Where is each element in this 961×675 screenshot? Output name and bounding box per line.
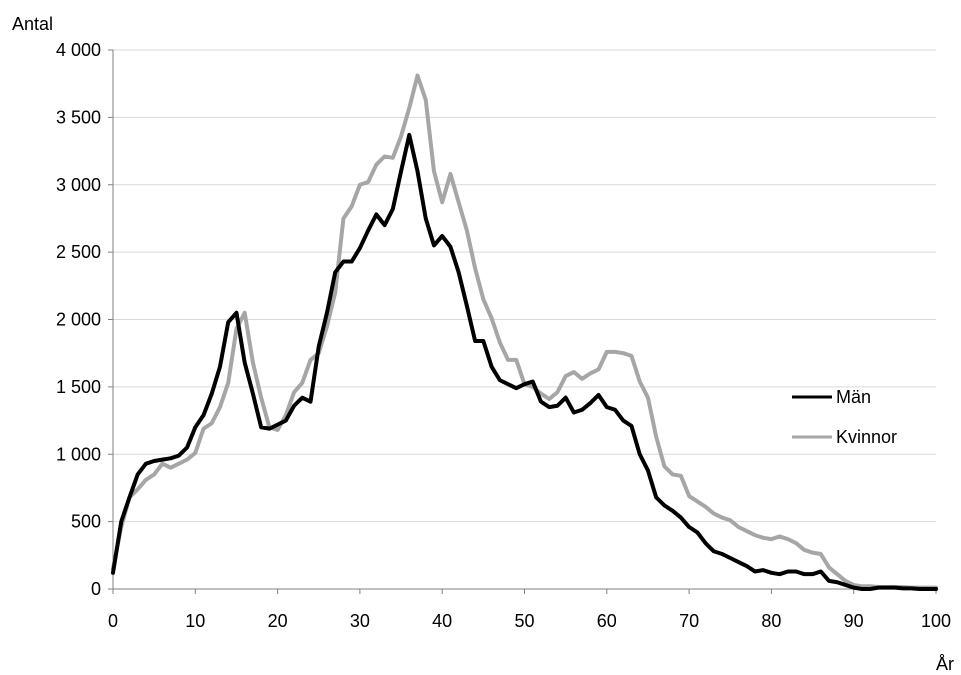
x-tick-label: 90 [844,611,864,631]
x-tick-label: 10 [185,611,205,631]
x-tick-label: 50 [514,611,534,631]
x-axis-label: År [936,654,954,674]
gridlines [113,49,936,523]
x-tick-label: 20 [268,611,288,631]
y-tick-label: 1 000 [56,444,101,464]
legend-label: Kvinnor [836,427,897,447]
series-line-män [111,132,938,591]
series-line-kvinnor [111,73,938,590]
y-tick-label: 4 000 [56,40,101,60]
legend-label: Män [836,387,871,407]
y-axis-label: Antal [12,14,53,34]
y-tick-labels: 0 500 1 000 1 500 2 000 2 500 3 000 3 500 4 000 [56,40,101,599]
y-tick-label: 2 000 [56,310,101,330]
x-tick-labels: 0 10 20 30 40 50 60 70 80 90 100 [108,611,951,631]
y-tick-label: 3 000 [56,175,101,195]
axes [108,49,937,594]
x-tick-label: 100 [921,611,951,631]
x-tick-label: 40 [432,611,452,631]
x-tick-label: 0 [108,611,118,631]
x-tick-label: 70 [679,611,699,631]
y-tick-label: 2 500 [56,242,101,262]
legend: Män Kvinnor [792,387,897,447]
y-tick-label: 0 [91,579,101,599]
y-tick-label: 3 500 [56,107,101,127]
x-tick-label: 30 [350,611,370,631]
y-tick-label: 500 [71,512,101,532]
y-tick-label: 1 500 [56,377,101,397]
series-lines [111,73,938,591]
x-tick-label: 80 [761,611,781,631]
x-tick-label: 60 [597,611,617,631]
